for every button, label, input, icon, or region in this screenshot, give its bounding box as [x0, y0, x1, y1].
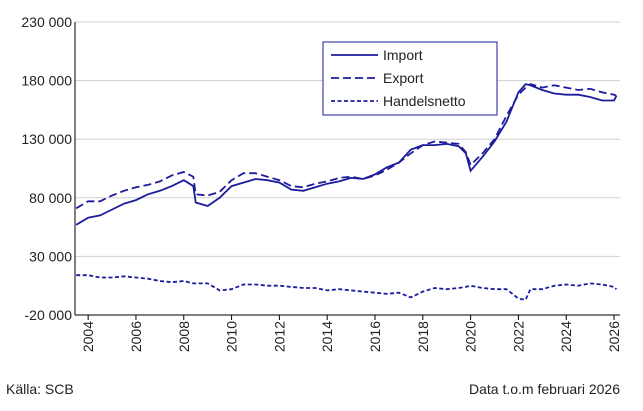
x-tick-label: 2026 [606, 321, 622, 352]
legend-label: Handelsnetto [383, 93, 466, 109]
x-tick-label: 2022 [510, 321, 526, 352]
legend-label: Export [383, 70, 424, 86]
x-tick-label: 2016 [367, 321, 383, 352]
series-line [75, 83, 617, 210]
x-tick-label: 2010 [224, 321, 240, 352]
y-tick-label: -20 000 [25, 307, 73, 323]
legend-label: Import [383, 47, 423, 63]
y-tick-label: 80 000 [29, 190, 72, 206]
x-tick-label: 2018 [415, 321, 431, 352]
note: Data t.o.m februari 2026 [469, 381, 620, 397]
x-tick-label: 2020 [463, 321, 479, 352]
x-tick-label: 2004 [80, 321, 96, 352]
x-tick-label: 2008 [176, 321, 192, 352]
y-tick-label: 180 000 [21, 73, 72, 89]
y-tick-label: 230 000 [21, 14, 72, 30]
x-tick-label: 2006 [128, 321, 144, 352]
source: Källa: SCB [6, 381, 74, 397]
x-tick-label: 2012 [271, 321, 287, 352]
series-line [76, 274, 618, 301]
y-tick-label: 30 000 [29, 248, 72, 264]
y-tick-label: 130 000 [21, 131, 72, 147]
x-tick-label: 2014 [319, 321, 335, 352]
x-tick-label: 2024 [558, 321, 574, 352]
